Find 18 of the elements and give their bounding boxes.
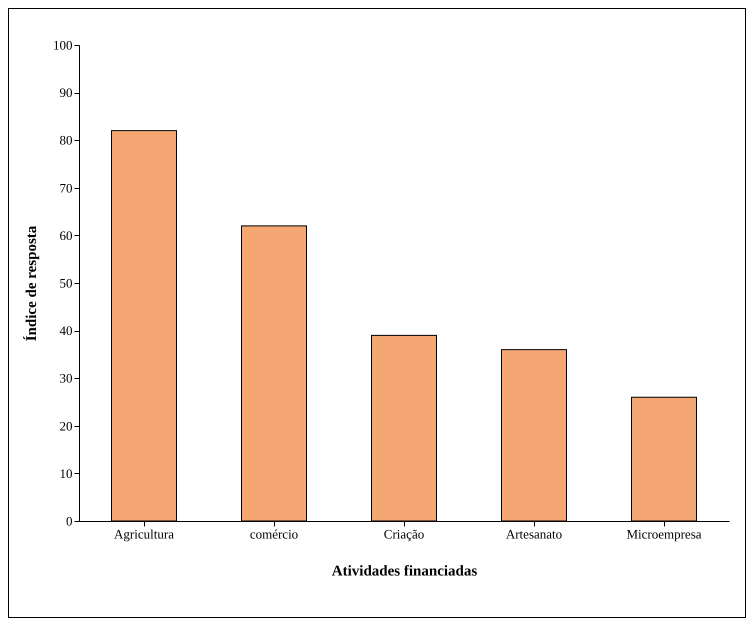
- y-tick-label: 70: [60, 180, 72, 196]
- x-tick-label: Artesanato: [506, 526, 562, 542]
- y-tick-label: 50: [60, 276, 72, 290]
- y-tick-label: 90: [60, 85, 72, 100]
- y-tick-label: 0: [66, 514, 72, 528]
- x-tick-label: Microempresa: [626, 526, 702, 542]
- y-tick-label: 100: [53, 38, 72, 52]
- y-tick-label: 40: [60, 323, 72, 338]
- y-tick-label: 10: [60, 466, 72, 481]
- y-tick-label: 30: [60, 370, 72, 386]
- x-tick-label: Agricultura: [114, 526, 174, 542]
- y-tick-label: 60: [60, 228, 72, 243]
- x-tick-label: comércio: [250, 526, 298, 542]
- y-tick-label: 20: [60, 418, 72, 434]
- y-axis-title: Índice de resposta: [23, 225, 40, 342]
- x-tick-label: Criação: [384, 526, 424, 542]
- y-tick-label: 80: [60, 132, 72, 148]
- x-axis-title: Atividades financiadas: [332, 564, 478, 580]
